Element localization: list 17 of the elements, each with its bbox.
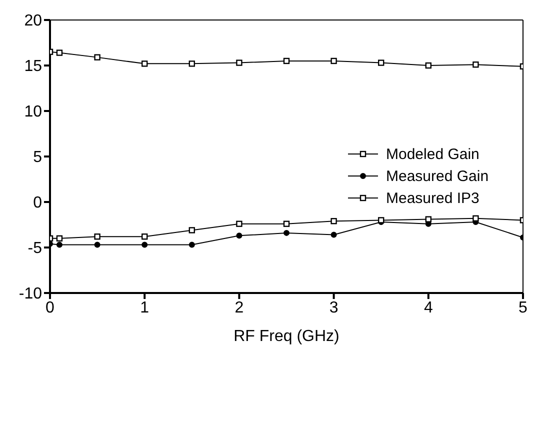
y-tick-label: 10 <box>24 104 42 121</box>
legend-label: Measured IP3 <box>386 190 480 206</box>
legend-label: Modeled Gain <box>386 146 480 162</box>
y-tick-label: -10 <box>18 286 42 303</box>
x-tick-label: 1 <box>140 299 150 316</box>
x-tick-label: 4 <box>424 299 433 316</box>
x-tick-label: 0 <box>46 299 55 316</box>
x-tick-label: 5 <box>518 299 528 316</box>
y-tick-label: 15 <box>24 58 42 76</box>
y-tick-label: 0 <box>33 194 42 212</box>
x-tick-label: 2 <box>234 299 244 316</box>
legend-label: Measured Gain <box>386 168 489 184</box>
y-tick-label: -5 <box>28 240 42 258</box>
y-tick-label: 5 <box>33 149 42 166</box>
y-tick-label: 20 <box>24 12 42 30</box>
x-tick-label: 3 <box>329 299 338 316</box>
x-axis-title: RF Freq (GHz) <box>234 328 340 345</box>
